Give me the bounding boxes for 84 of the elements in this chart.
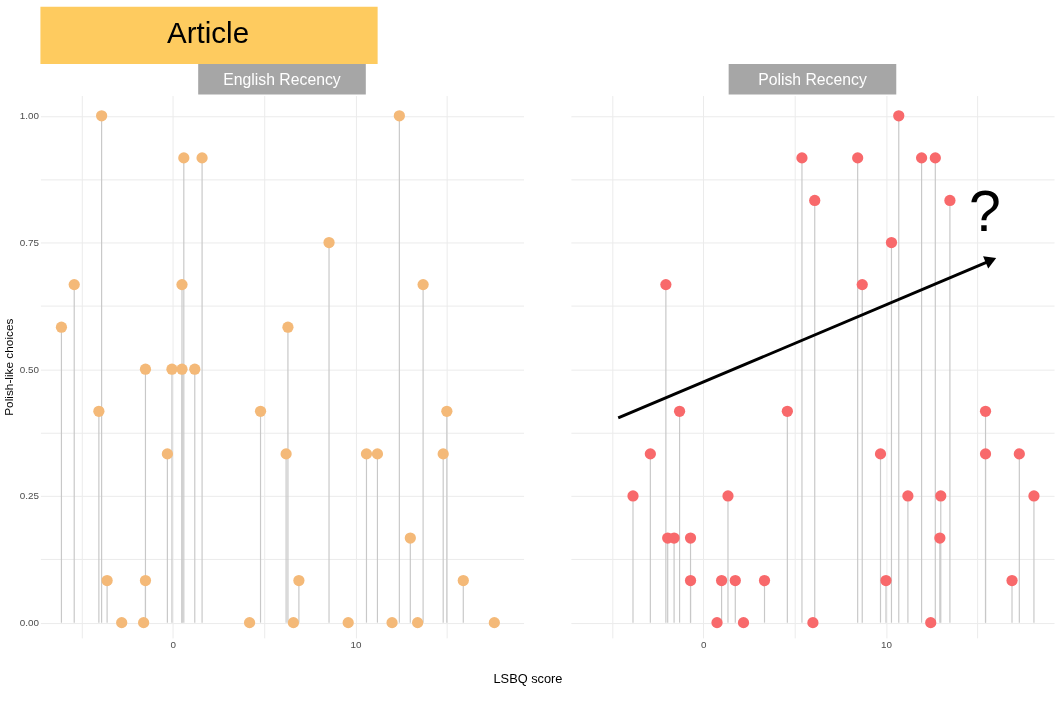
point <box>293 574 305 587</box>
point <box>627 490 639 502</box>
point <box>189 363 201 375</box>
point <box>178 152 190 164</box>
point <box>715 574 728 587</box>
point <box>644 448 656 460</box>
annotation: ? <box>969 178 1001 243</box>
point <box>874 448 887 460</box>
point <box>101 574 113 587</box>
point <box>55 321 68 333</box>
point <box>781 405 793 417</box>
point <box>323 236 335 249</box>
point <box>96 110 108 122</box>
point <box>404 532 416 544</box>
chart-title: Polish Recency <box>758 70 867 88</box>
point <box>282 321 294 333</box>
point <box>711 617 723 629</box>
y-tick-label: 1.00 <box>19 110 40 122</box>
point <box>371 448 384 460</box>
point <box>737 617 750 629</box>
point <box>138 617 150 629</box>
point <box>660 278 672 291</box>
point <box>441 405 453 417</box>
point <box>360 448 373 460</box>
point <box>758 574 771 587</box>
x-tick-label: 0 <box>170 639 177 651</box>
y-axis-title: Polish-like choices <box>1 318 16 416</box>
point <box>944 194 956 207</box>
x-tick-label: 0 <box>701 639 708 651</box>
point <box>673 405 686 417</box>
point <box>979 448 992 460</box>
point <box>809 194 821 207</box>
point <box>254 405 267 417</box>
point <box>417 278 429 291</box>
point <box>437 448 449 460</box>
point <box>342 617 354 629</box>
point <box>729 574 741 587</box>
point <box>925 617 937 629</box>
x-tick-label: 10 <box>881 639 893 651</box>
point <box>161 448 173 460</box>
point <box>176 278 188 291</box>
point <box>287 617 300 629</box>
point <box>280 448 292 460</box>
point <box>116 617 128 629</box>
point <box>243 617 256 629</box>
point <box>488 617 500 629</box>
point <box>1013 448 1025 460</box>
point <box>885 236 898 249</box>
point <box>196 152 208 164</box>
chart-title: English Recency <box>223 70 341 88</box>
point <box>139 574 152 587</box>
point <box>852 152 864 164</box>
point <box>684 532 697 544</box>
point <box>457 574 469 587</box>
point <box>796 152 808 164</box>
point <box>93 405 105 417</box>
point <box>386 617 398 629</box>
y-tick-label: 0.25 <box>19 490 40 502</box>
x-tick-label: 10 <box>350 639 363 651</box>
point <box>68 278 80 291</box>
y-tick-label: 0.50 <box>19 363 40 375</box>
point <box>176 363 188 375</box>
point <box>1006 574 1018 587</box>
point <box>929 152 941 164</box>
point <box>166 363 178 375</box>
point <box>393 110 405 122</box>
point <box>915 152 928 164</box>
point <box>935 490 947 502</box>
point <box>934 532 946 544</box>
point <box>856 278 868 291</box>
point <box>684 574 697 587</box>
point <box>807 617 819 629</box>
y-tick-label: 0.75 <box>19 236 40 248</box>
x-axis-title: LSBQ score <box>493 670 563 686</box>
point <box>412 617 424 629</box>
point <box>979 405 992 417</box>
point <box>902 490 914 502</box>
point <box>893 110 905 122</box>
text: Article <box>166 16 250 50</box>
point <box>722 490 734 502</box>
point <box>139 363 152 375</box>
point <box>880 574 892 587</box>
point <box>1028 490 1040 502</box>
y-tick-label: 0.00 <box>19 617 40 629</box>
